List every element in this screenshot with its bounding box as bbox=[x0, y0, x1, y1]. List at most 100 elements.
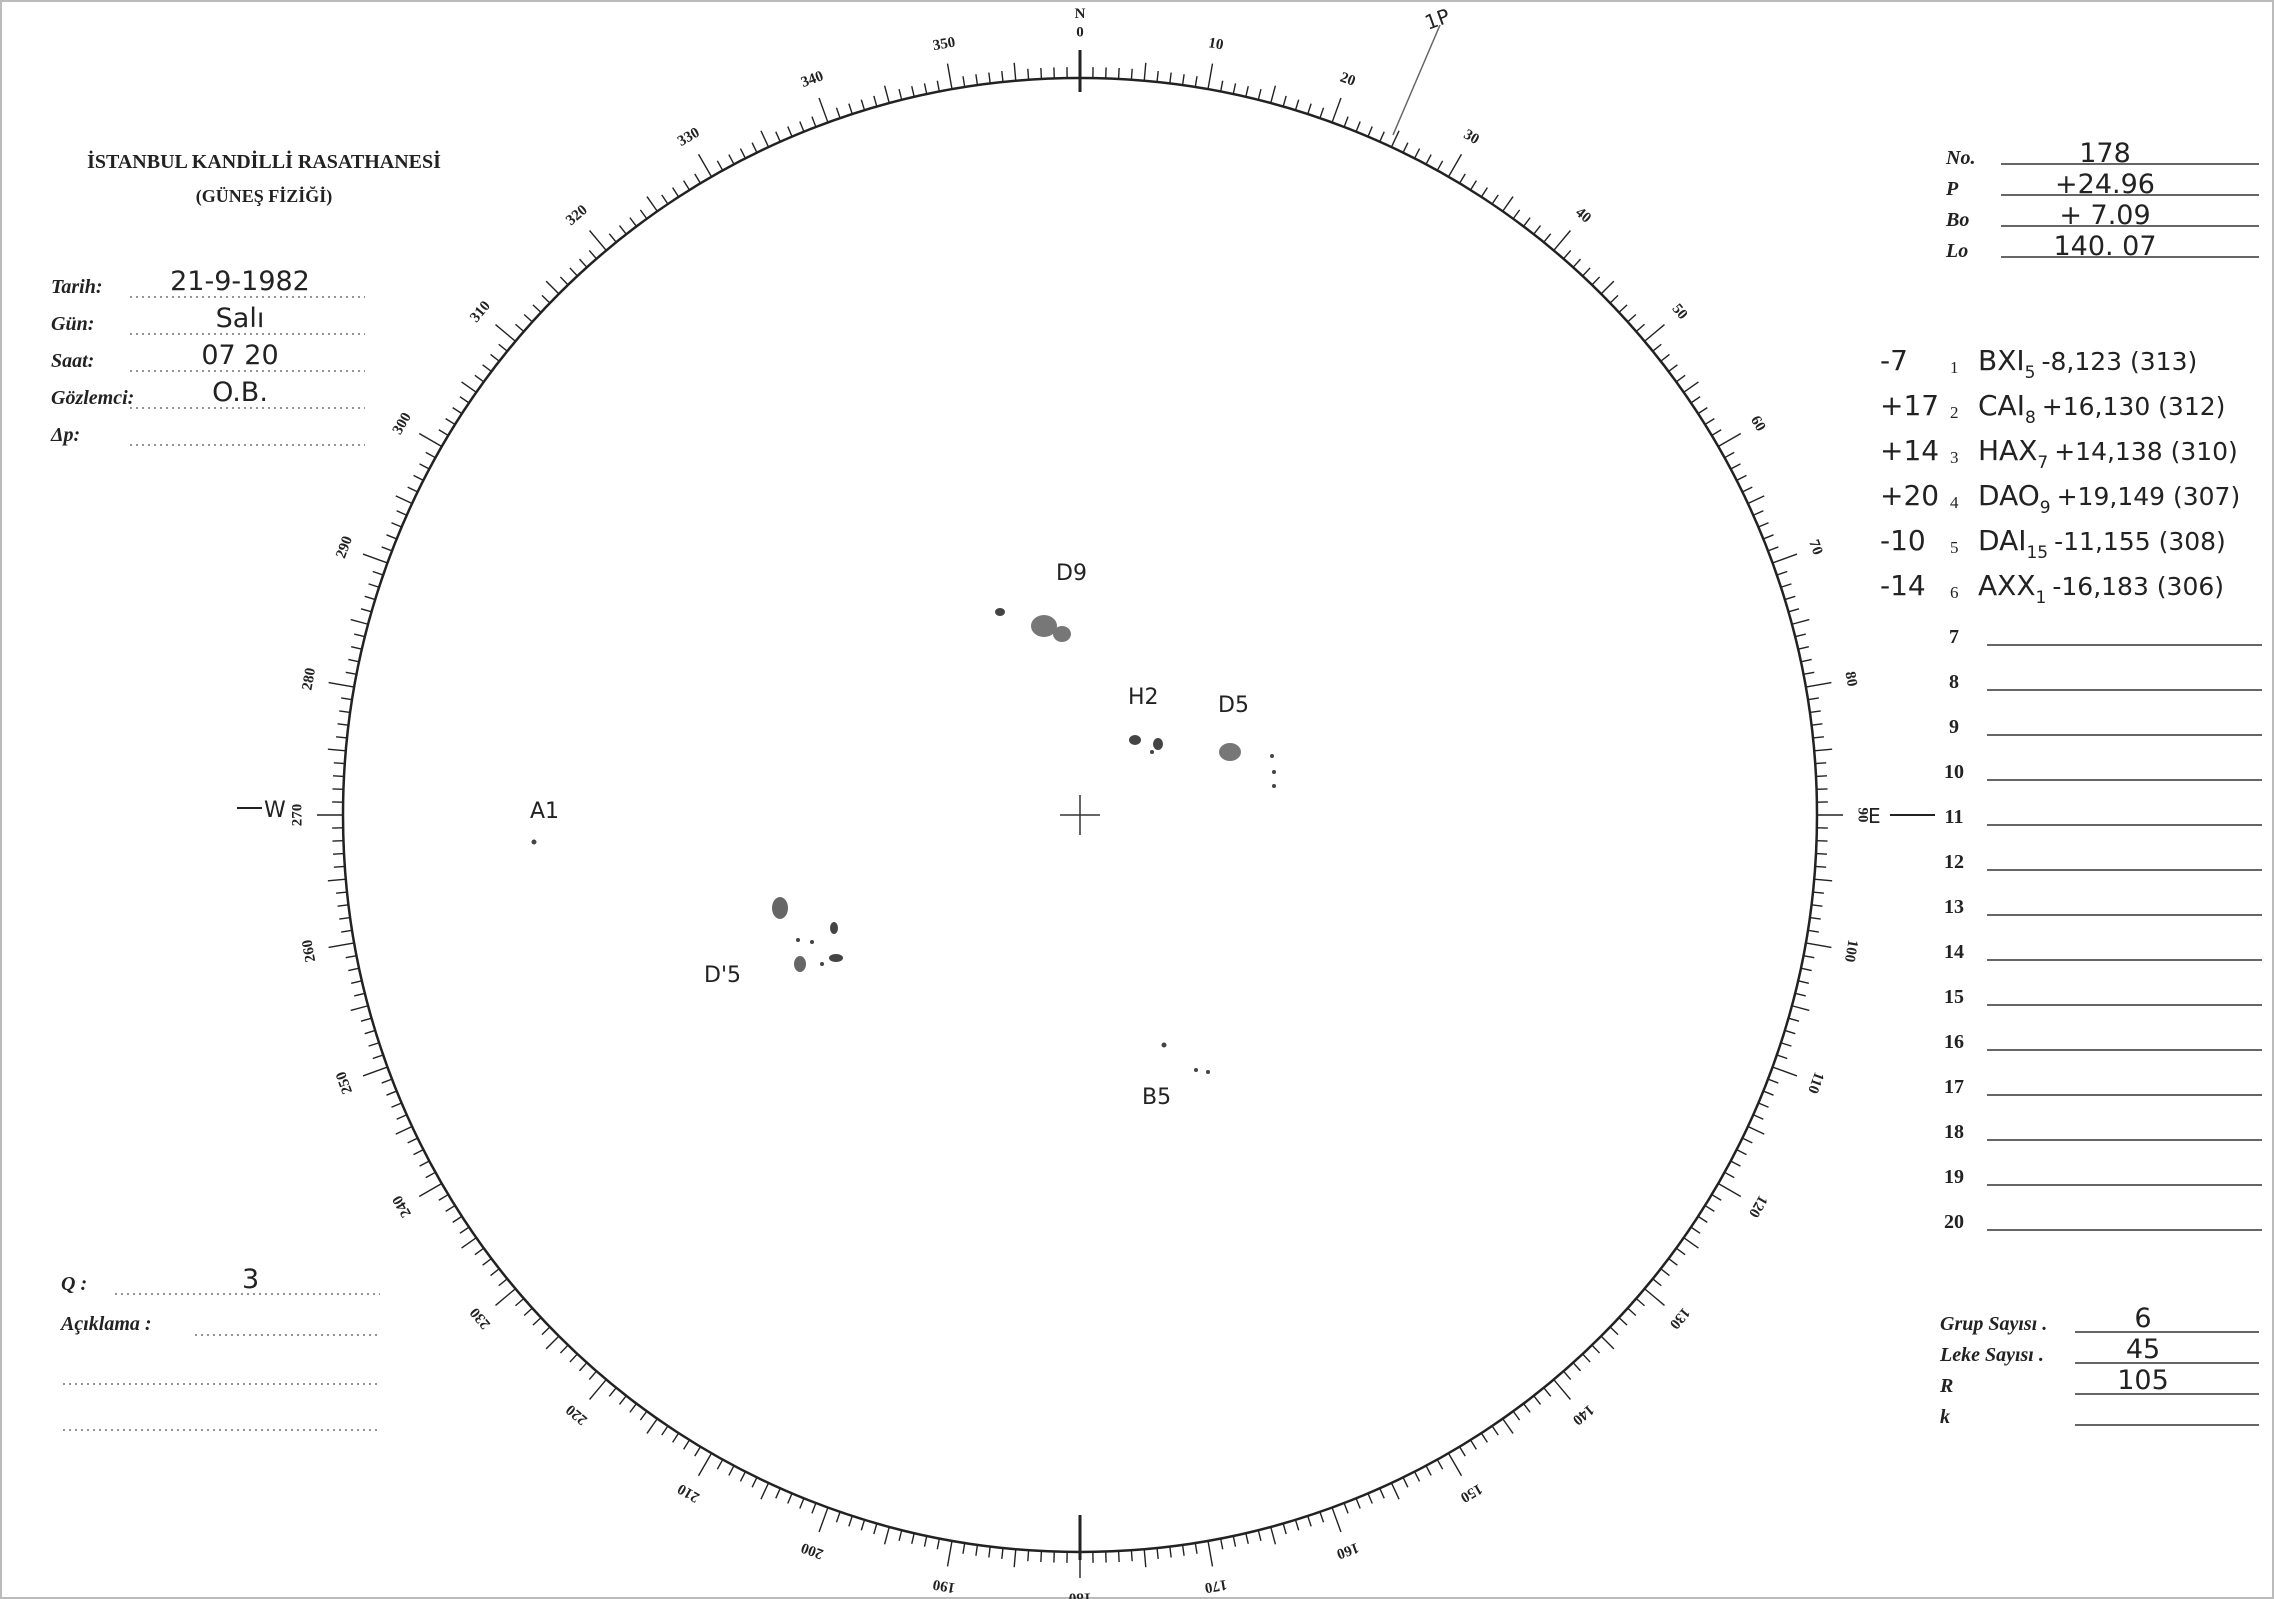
center-cross bbox=[1060, 795, 1100, 835]
group-label: A1 bbox=[530, 799, 559, 824]
group-size: 9 bbox=[2040, 498, 2051, 518]
dial-tick bbox=[923, 83, 928, 95]
dial-tick bbox=[407, 1137, 418, 1144]
dial-tick bbox=[1609, 1326, 1619, 1336]
dial-tick bbox=[1697, 407, 1708, 415]
dial-tick bbox=[419, 1160, 430, 1167]
dial-tick bbox=[1572, 1362, 1582, 1372]
dial-tick bbox=[1413, 148, 1421, 159]
quality-value: 3 bbox=[242, 1264, 259, 1295]
dial-tick bbox=[1797, 646, 1809, 650]
dial-tick bbox=[1502, 1418, 1514, 1434]
dial-tick bbox=[1117, 1550, 1120, 1563]
dial-tick bbox=[646, 1418, 658, 1434]
dial-label: 180 bbox=[1069, 1590, 1092, 1599]
dial-tick bbox=[336, 736, 348, 739]
group-entry: CAI8 +16,130 (312) bbox=[1978, 389, 2225, 428]
dial-tick bbox=[1013, 1549, 1017, 1568]
dial-tick bbox=[694, 1446, 702, 1457]
dial-tick bbox=[1543, 233, 1552, 243]
dial-tick bbox=[1724, 451, 1735, 459]
dial-tick bbox=[362, 553, 388, 564]
group-mark: +20 bbox=[1880, 479, 1939, 512]
dial-tick bbox=[1117, 67, 1120, 80]
dial-tick bbox=[559, 1344, 569, 1354]
dial-tick bbox=[1776, 570, 1788, 576]
dial-tick bbox=[381, 1078, 393, 1084]
dial-tick bbox=[1027, 68, 1030, 80]
dial-tick bbox=[1232, 83, 1237, 95]
dial-tick bbox=[1609, 294, 1619, 304]
dial-tick bbox=[661, 194, 669, 205]
dial-tick bbox=[1390, 130, 1400, 148]
summary-value: 45 bbox=[2126, 1334, 2160, 1365]
dial-tick bbox=[419, 463, 430, 470]
dial-tick bbox=[1736, 474, 1747, 482]
dial-tick bbox=[1219, 80, 1224, 92]
dial-tick bbox=[495, 1288, 516, 1306]
dial-tick bbox=[532, 304, 542, 313]
dial-tick bbox=[445, 418, 456, 426]
dial-tick bbox=[1447, 153, 1463, 178]
dial-tick bbox=[1402, 1477, 1409, 1488]
dial-label: 280 bbox=[299, 667, 319, 692]
dial-label: 270 bbox=[289, 804, 305, 827]
dial-tick bbox=[751, 1477, 758, 1488]
dial-tick bbox=[351, 646, 363, 650]
field-label: Tarih: bbox=[51, 276, 103, 298]
dial-tick bbox=[515, 1297, 525, 1307]
field-value: 21-9-1982 bbox=[170, 266, 310, 297]
dial-tick bbox=[339, 916, 351, 920]
dial-tick bbox=[1480, 1432, 1488, 1443]
dial-tick bbox=[354, 992, 366, 997]
dial-tick bbox=[1379, 131, 1385, 143]
dial-tick bbox=[608, 1387, 617, 1397]
dial-label: 160 bbox=[1334, 1539, 1361, 1562]
dial-tick bbox=[1143, 1549, 1147, 1568]
dial-tick bbox=[545, 280, 560, 295]
dial-tick bbox=[1181, 74, 1185, 86]
dial-tick bbox=[1652, 1278, 1662, 1287]
dial-tick bbox=[1307, 103, 1312, 115]
dial-tick bbox=[1143, 62, 1147, 81]
field-label: Δp: bbox=[50, 424, 80, 446]
dial-tick bbox=[1270, 1526, 1277, 1545]
dial-tick bbox=[694, 173, 702, 184]
dial-tick bbox=[1635, 1297, 1645, 1307]
dial-tick bbox=[1660, 353, 1670, 362]
dial-tick bbox=[1367, 1493, 1373, 1504]
dial-tick bbox=[1591, 276, 1601, 286]
group-number: 5 bbox=[1950, 538, 1959, 557]
dial-tick bbox=[333, 865, 345, 868]
group-label: D5 bbox=[1218, 693, 1249, 718]
dial-tick bbox=[1390, 1482, 1400, 1500]
dial-tick bbox=[569, 267, 578, 277]
dial-tick bbox=[799, 1498, 805, 1509]
dial-tick bbox=[1791, 618, 1810, 625]
dial-tick bbox=[946, 63, 953, 90]
dial-label: 340 bbox=[799, 68, 826, 91]
group-entry: HAX7 +14,138 (310) bbox=[1978, 434, 2238, 473]
dial-tick bbox=[1794, 633, 1806, 638]
dial-tick bbox=[1803, 671, 1815, 676]
dial-tick bbox=[1001, 1547, 1004, 1559]
ephemeris-label: P bbox=[1945, 178, 1959, 200]
dial-tick bbox=[1704, 418, 1715, 426]
dial-tick bbox=[883, 1526, 890, 1545]
dial-tick bbox=[1469, 1439, 1477, 1450]
dial-tick bbox=[1704, 1204, 1715, 1212]
dial-tick bbox=[1752, 1114, 1764, 1120]
summary-label: R bbox=[1939, 1375, 1953, 1397]
dial-tick bbox=[629, 1403, 638, 1413]
east-marker: E bbox=[1868, 804, 1881, 828]
dial-tick bbox=[474, 374, 485, 383]
dial-tick bbox=[1343, 116, 1349, 128]
dial-tick bbox=[498, 343, 508, 352]
dial-tick bbox=[452, 1215, 463, 1223]
dial-tick bbox=[1675, 374, 1686, 383]
group-class: BXI bbox=[1978, 344, 2025, 377]
dial-tick bbox=[1156, 1547, 1159, 1559]
dial-tick bbox=[1784, 595, 1796, 601]
